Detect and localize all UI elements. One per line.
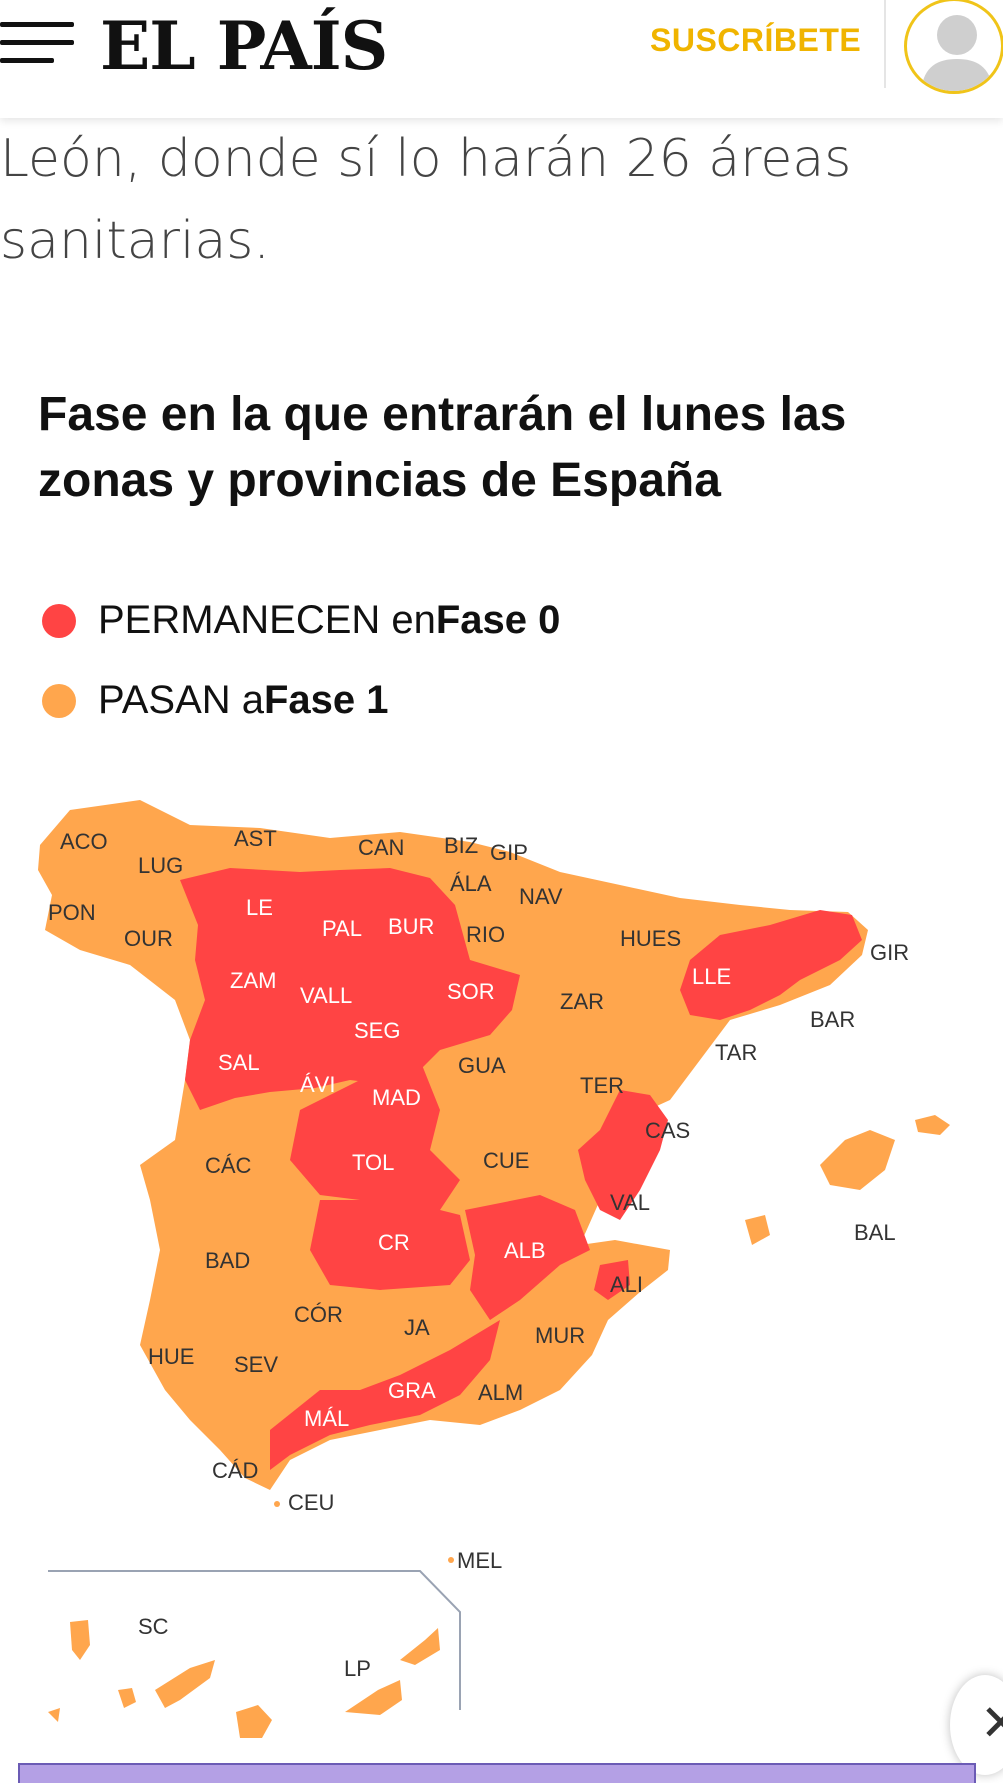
map-title: Fase en la que entrarán el lunes las zon… xyxy=(38,388,847,507)
label-ja: JA xyxy=(404,1315,430,1340)
user-avatar[interactable] xyxy=(904,0,1003,94)
label-cue: CUE xyxy=(483,1148,529,1173)
label-ter: TER xyxy=(580,1073,624,1098)
label-aco: ACO xyxy=(60,829,108,854)
site-logo[interactable]: EL PAÍS xyxy=(100,7,388,85)
label-tar: TAR xyxy=(715,1040,757,1065)
label-gir: GIR xyxy=(870,940,909,965)
ciudad-real-region xyxy=(310,1200,470,1290)
canary-island-5 xyxy=(345,1680,402,1715)
castilla-leon-region xyxy=(180,868,520,1110)
province-labels: ACO LUG AST CAN BIZ GIP ÁLA NAV PON OUR … xyxy=(48,826,909,1681)
legend-item-fase0: PERMANECEN en Fase 0 xyxy=(42,598,560,643)
canary-island-7 xyxy=(48,1708,60,1722)
label-gua: GUA xyxy=(458,1053,506,1078)
label-alb: ALB xyxy=(504,1238,546,1263)
alicante-part-region xyxy=(594,1260,630,1300)
legend-label-prefix: PASAN a xyxy=(98,678,264,722)
label-ceu: CEU xyxy=(288,1490,334,1515)
label-seg: SEG xyxy=(354,1018,400,1043)
label-avi: ÁVI xyxy=(300,1072,335,1097)
label-mel: MEL xyxy=(457,1548,502,1573)
subscribe-button[interactable]: SUSCRÍBETE xyxy=(650,22,862,58)
granada-malaga-region xyxy=(270,1320,500,1470)
catalonia-lleida-girona-barcelona-region xyxy=(680,910,862,1020)
label-zar: ZAR xyxy=(560,989,604,1014)
label-lle: LLE xyxy=(692,964,731,989)
label-zam: ZAM xyxy=(230,968,276,993)
canary-island-4 xyxy=(236,1705,272,1738)
label-bal: BAL xyxy=(854,1220,896,1245)
label-hues: HUES xyxy=(620,926,681,951)
label-tol: TOL xyxy=(352,1150,394,1175)
canary-island-2 xyxy=(118,1688,136,1708)
label-gra: GRA xyxy=(388,1378,436,1403)
menorca-island xyxy=(915,1115,950,1135)
label-cor: CÓR xyxy=(294,1302,343,1327)
label-can: CAN xyxy=(358,835,404,860)
legend-label-bold: Fase 1 xyxy=(264,678,389,722)
label-nav: NAV xyxy=(519,884,563,909)
label-val: VAL xyxy=(610,1190,650,1215)
label-le: LE xyxy=(246,895,273,920)
canary-island-6 xyxy=(400,1628,440,1665)
label-biz: BIZ xyxy=(444,833,478,858)
header-divider xyxy=(884,0,886,88)
spain-phase-map: ACO LUG AST CAN BIZ GIP ÁLA NAV PON OUR … xyxy=(38,800,950,1738)
label-mad: MAD xyxy=(372,1085,421,1110)
mallorca-island xyxy=(820,1130,895,1190)
label-sor: SOR xyxy=(447,979,495,1004)
albacete-region xyxy=(465,1195,590,1320)
close-ad-button[interactable]: ✕ xyxy=(950,1675,1003,1775)
ibiza-island xyxy=(745,1215,770,1245)
ceuta-point xyxy=(274,1501,280,1507)
madrid-toledo-region xyxy=(290,1060,460,1210)
label-sal: SAL xyxy=(218,1050,260,1075)
label-sev: SEV xyxy=(234,1352,278,1377)
label-lp: LP xyxy=(344,1656,371,1681)
label-cac: CÁC xyxy=(205,1153,252,1178)
label-vall: VALL xyxy=(300,983,352,1008)
legend-dot-orange xyxy=(42,683,76,718)
label-sc: SC xyxy=(138,1614,169,1639)
label-cad: CÁD xyxy=(212,1458,258,1483)
canary-island-3 xyxy=(155,1660,215,1708)
label-bar: BAR xyxy=(810,1007,855,1032)
label-cas: CAS xyxy=(645,1118,690,1143)
melilla-point xyxy=(448,1557,454,1563)
label-cr: CR xyxy=(378,1230,410,1255)
valencia-castellon-region xyxy=(578,1090,668,1220)
label-our: OUR xyxy=(124,926,173,951)
label-ala: ÁLA xyxy=(450,871,492,896)
province-labels-on-red: LE PAL BUR ZAM VALL SOR LLE SEG SAL ÁVI … xyxy=(218,895,731,1431)
label-lug: LUG xyxy=(138,853,183,878)
label-mal: MÁL xyxy=(304,1406,349,1431)
label-pon: PON xyxy=(48,900,96,925)
label-hue: HUE xyxy=(148,1344,194,1369)
bottom-ad-banner[interactable] xyxy=(18,1763,976,1783)
canary-inset-frame xyxy=(48,1570,461,1710)
label-pal: PAL xyxy=(322,916,362,941)
hamburger-menu-icon[interactable] xyxy=(0,20,76,68)
legend-item-fase1: PASAN a Fase 1 xyxy=(42,678,389,723)
close-icon: ✕ xyxy=(980,1695,1003,1751)
label-ali: ALI xyxy=(610,1272,643,1297)
label-bad: BAD xyxy=(205,1248,250,1273)
label-gip: GIP xyxy=(490,840,528,865)
label-ast: AST xyxy=(234,826,277,851)
legend-label-prefix: PERMANECEN en xyxy=(98,598,436,642)
legend-label-bold: Fase 0 xyxy=(435,598,561,642)
label-rio: RIO xyxy=(466,922,505,947)
site-header: EL PAÍS SUSCRÍBETE xyxy=(0,0,1003,118)
label-alm: ALM xyxy=(478,1380,523,1405)
label-mur: MUR xyxy=(535,1323,585,1348)
legend-dot-red xyxy=(42,603,76,638)
user-silhouette-icon xyxy=(921,15,993,91)
article-lead-text: León, donde sí lo harán 26 áreas sanitar… xyxy=(0,129,852,271)
label-bur: BUR xyxy=(388,914,434,939)
canary-island-1 xyxy=(70,1620,90,1660)
